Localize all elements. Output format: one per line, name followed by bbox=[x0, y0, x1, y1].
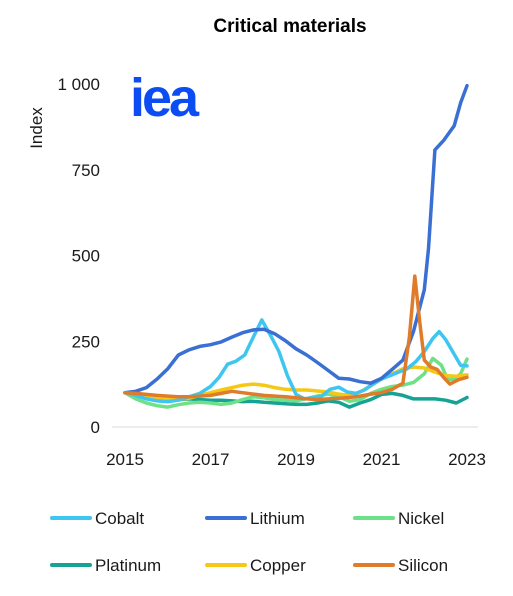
y-axis-label: Index bbox=[27, 107, 46, 149]
y-tick-label: 750 bbox=[72, 161, 100, 180]
legend-label-copper: Copper bbox=[250, 556, 306, 575]
y-tick-label: 500 bbox=[72, 247, 100, 266]
y-tick-label: 250 bbox=[72, 332, 100, 351]
legend-label-cobalt: Cobalt bbox=[95, 509, 144, 528]
x-tick-labels: 2015 2017 2019 2021 2023 bbox=[106, 450, 486, 469]
series-line-lithium bbox=[123, 83, 469, 395]
legend-label-silicon: Silicon bbox=[398, 556, 448, 575]
series-lines bbox=[123, 83, 469, 409]
x-tick-label: 2017 bbox=[192, 450, 230, 469]
x-tick-label: 2015 bbox=[106, 450, 144, 469]
y-tick-labels: 0 250 500 750 1 000 bbox=[57, 75, 100, 437]
y-tick-label: 1 000 bbox=[57, 75, 100, 94]
legend-label-platinum: Platinum bbox=[95, 556, 161, 575]
x-tick-label: 2021 bbox=[363, 450, 401, 469]
legend-label-lithium: Lithium bbox=[250, 509, 305, 528]
series-line-silicon bbox=[123, 274, 469, 402]
legend: Cobalt Lithium Nickel Platinum Copper Silicon bbox=[50, 509, 448, 575]
x-tick-label: 2019 bbox=[277, 450, 315, 469]
x-tick-label: 2023 bbox=[448, 450, 486, 469]
iea-logo: iea bbox=[130, 68, 200, 128]
y-tick-label: 0 bbox=[91, 418, 100, 437]
chart-title: Critical materials bbox=[213, 16, 366, 37]
legend-label-nickel: Nickel bbox=[398, 509, 444, 528]
